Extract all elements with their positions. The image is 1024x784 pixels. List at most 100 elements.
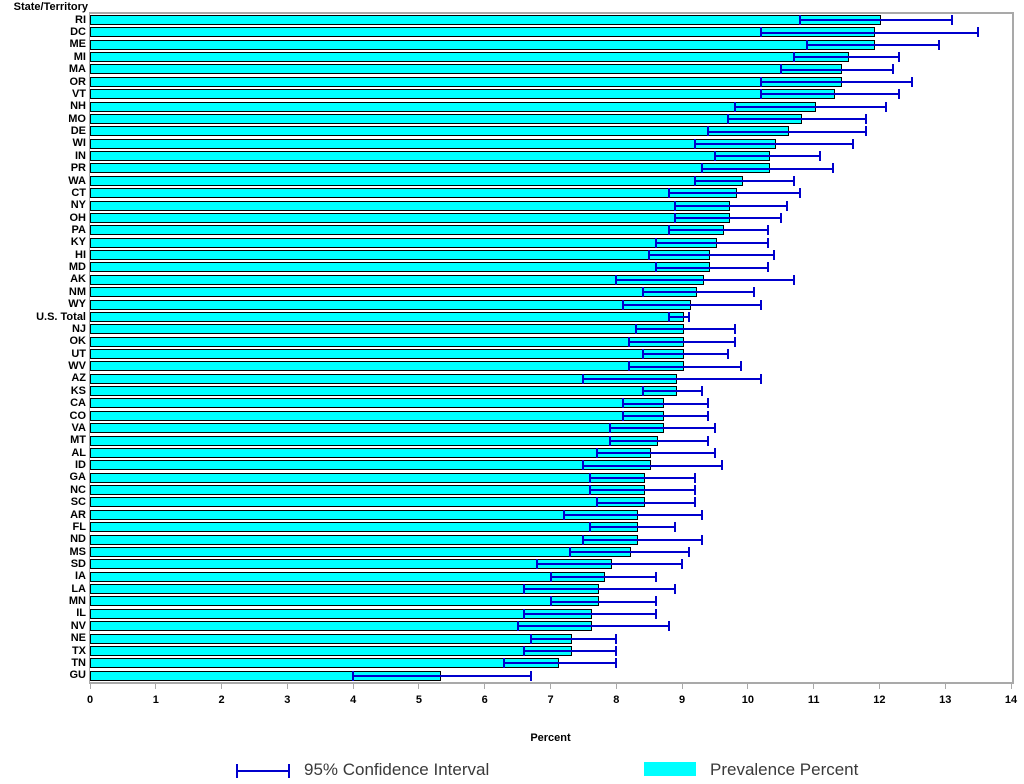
ci-cap-high	[700, 534, 703, 545]
ci-cap-high	[727, 349, 730, 359]
ci-line	[524, 650, 617, 653]
ci-line	[504, 662, 617, 665]
prevalence-bar	[90, 175, 744, 186]
ci-line	[570, 551, 689, 554]
y-axis-label: VA	[71, 421, 86, 434]
ci-line	[668, 192, 801, 195]
ci-line	[629, 365, 742, 368]
ci-cap-low	[595, 497, 598, 508]
plot-frame-top	[89, 12, 1014, 14]
prevalence-bar	[90, 423, 665, 434]
x-axis-tick	[1010, 684, 1012, 689]
prevalence-bar	[90, 485, 645, 496]
prevalence-bar	[90, 608, 592, 619]
ci-cap-high	[898, 89, 901, 100]
legend-ci-cap-right	[288, 764, 290, 778]
x-axis: 0 1 2 3 4 5 6 7 8 9 10 11 12 13 14	[87, 682, 1017, 712]
prevalence-bar	[90, 534, 639, 545]
prevalence-bar	[90, 163, 770, 174]
y-axis-label: GU	[69, 669, 87, 682]
prevalence-bar	[90, 447, 652, 458]
prevalence-bar	[90, 64, 842, 75]
ci-cap-high	[950, 15, 953, 25]
ci-cap-low	[549, 571, 552, 582]
ci-cap-high	[700, 509, 703, 520]
ci-cap-high	[713, 423, 716, 434]
x-axis-tick	[89, 684, 91, 689]
y-axis-label: NC	[70, 483, 86, 496]
prevalence-bar	[90, 596, 599, 607]
ci-cap-high	[865, 126, 868, 137]
y-axis-label: TX	[71, 644, 86, 657]
ci-cap-high	[891, 64, 894, 75]
ci-line	[589, 489, 696, 492]
legend-bar-swatch	[644, 762, 696, 776]
ci-cap-high	[760, 299, 762, 310]
ci-cap-low	[523, 645, 526, 656]
ci-line	[708, 130, 867, 133]
prevalence-bar	[90, 299, 691, 310]
prevalence-bar	[90, 386, 678, 397]
x-axis-tick	[221, 684, 223, 689]
x-axis-label: Percent	[530, 732, 571, 744]
ci-line	[524, 588, 676, 591]
x-axis-tick	[944, 684, 946, 689]
ci-cap-high	[766, 237, 769, 248]
prevalence-bar	[90, 509, 639, 520]
ci-line	[800, 19, 952, 22]
ci-cap-high	[687, 546, 690, 557]
prevalence-bar	[90, 237, 717, 248]
x-axis-tick	[878, 684, 880, 689]
ci-cap-low	[569, 546, 572, 557]
y-axis-label: CA	[70, 397, 86, 410]
ci-cap-high	[713, 447, 716, 458]
ci-cap-high	[733, 336, 736, 347]
x-axis-tick	[747, 684, 749, 689]
ci-line	[583, 538, 702, 541]
ci-line	[807, 43, 939, 46]
y-axis-label: NV	[70, 619, 86, 632]
ci-cap-low	[806, 39, 809, 50]
ci-cap-low	[628, 336, 631, 347]
ci-line	[675, 217, 781, 220]
prevalence-bar	[90, 212, 731, 223]
ci-cap-high	[911, 76, 914, 87]
y-axis-label: UT	[71, 347, 86, 360]
ci-line	[524, 612, 656, 615]
y-axis-label: NJ	[71, 322, 86, 335]
y-axis-label: AR	[70, 508, 86, 521]
ci-line	[761, 81, 913, 84]
ci-line	[636, 328, 735, 331]
ci-cap-high	[885, 101, 887, 112]
ci-cap-low	[536, 559, 539, 570]
y-axis-label: ND	[70, 533, 86, 546]
ci-line	[589, 476, 696, 479]
ci-cap-high	[720, 460, 723, 471]
ci-cap-high	[779, 212, 782, 223]
ci-cap-low	[799, 15, 802, 25]
y-axis-label: NY	[70, 199, 86, 212]
ci-cap-high	[977, 27, 980, 38]
ci-line	[609, 427, 715, 430]
ci-cap-high	[654, 596, 657, 607]
x-axis-tick-label: 4	[350, 694, 357, 706]
prevalence-bar	[90, 633, 573, 644]
y-axis-label: HI	[75, 248, 86, 261]
prevalence-bar	[90, 39, 875, 50]
ci-cap-low	[641, 287, 644, 298]
y-axis-label: AK	[70, 273, 86, 286]
ci-cap-low	[588, 522, 591, 533]
ci-line	[734, 105, 886, 108]
ci-line	[596, 501, 696, 504]
prevalence-bar	[90, 188, 737, 199]
ci-line	[629, 340, 735, 343]
ci-line	[589, 526, 676, 529]
ci-cap-low	[667, 225, 670, 236]
ci-cap-low	[779, 64, 782, 75]
x-axis-tick	[550, 684, 551, 689]
y-axis-label: GA	[69, 471, 87, 484]
prevalence-bar	[90, 311, 685, 322]
ci-line	[642, 353, 729, 356]
x-axis-tick-label: 0	[86, 694, 94, 706]
ci-line	[761, 93, 900, 96]
